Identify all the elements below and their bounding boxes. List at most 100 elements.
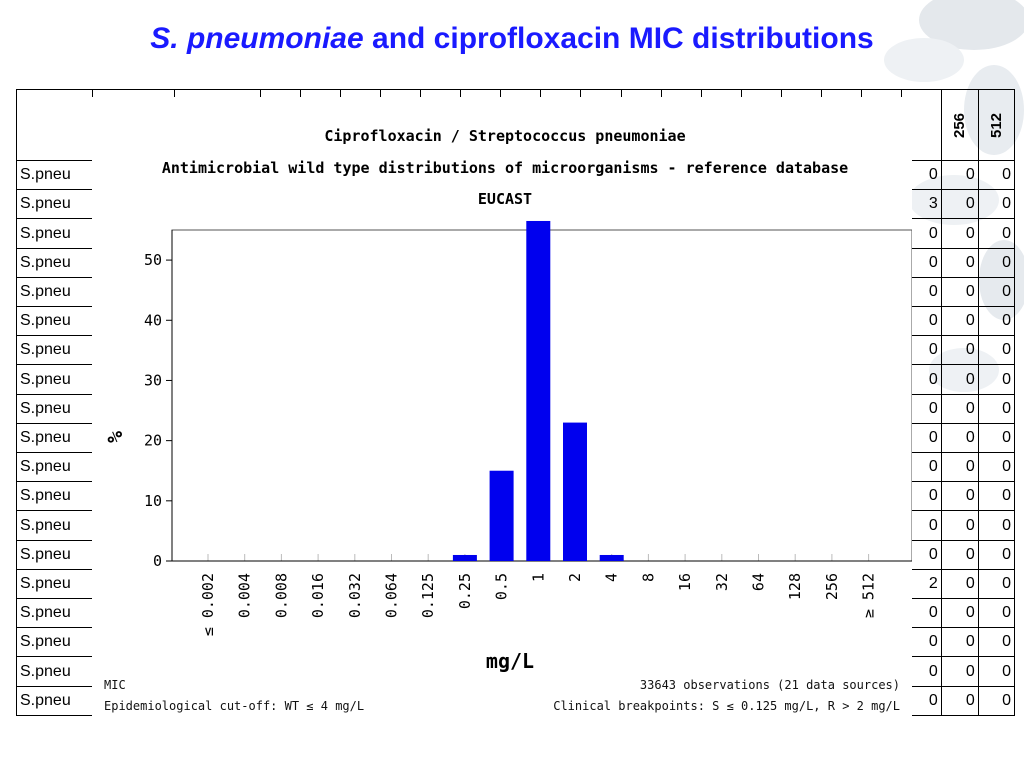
row-label-cell: S.pneu [15, 481, 94, 512]
slide-title-organism: S. pneumoniae [150, 22, 364, 55]
table-header-text: 512 [987, 112, 1005, 138]
table-cell: 0 [977, 393, 1016, 424]
footer-ecoff: Epidemiological cut-off: WT ≤ 4 mg/L [104, 699, 364, 713]
table-header-cell-empty [15, 89, 94, 161]
row-label-cell: S.pneu [15, 656, 94, 687]
table-cell: 0 [940, 598, 979, 629]
x-tick-label: 0.016 [309, 573, 327, 618]
y-tick-label: 40 [144, 311, 162, 329]
slide-title-rest: and ciprofloxacin MIC distributions [363, 22, 874, 55]
row-label-cell: S.pneu [15, 568, 94, 600]
table-cell: 0 [977, 422, 1016, 454]
row-label-cell: S.pneu [15, 335, 94, 366]
x-tick-label: 2 [566, 573, 584, 582]
bar-4 [599, 554, 624, 561]
table-cell: 0 [940, 627, 979, 658]
table-cell: 0 [977, 568, 1016, 600]
x-tick-label: 256 [823, 573, 841, 600]
table-cell: 0 [940, 189, 979, 220]
x-axis: ≤ 0.002 0.004 0.008 0.016 0.032 0.064 0.125 0.2… [172, 554, 912, 636]
x-tick-label: 32 [713, 573, 731, 591]
row-label-cell: S.pneu [15, 276, 94, 308]
x-tick-label: 4 [603, 573, 621, 582]
table-cell: 0 [977, 218, 1016, 249]
table-cell: 0 [977, 598, 1016, 629]
x-tick-label: 0.25 [456, 573, 474, 609]
table-cell: 0 [940, 364, 979, 395]
row-label-cell: S.pneu [15, 685, 94, 717]
row-label-cell: S.pneu [15, 539, 94, 570]
table-cell: 0 [977, 247, 1016, 278]
row-label-cell: S.pneu [15, 393, 94, 424]
table-cell: 0 [977, 364, 1016, 395]
table-cell: 0 [977, 189, 1016, 220]
y-tick-label: 30 [144, 371, 162, 389]
x-tick-label: 0.008 [272, 573, 290, 618]
x-tick-label: 16 [676, 573, 694, 591]
mic-distribution-chart: Ciprofloxacin / Streptococcus pneumoniae… [92, 97, 912, 719]
table-cell: 0 [977, 685, 1016, 717]
table-cell: 0 [940, 393, 979, 424]
row-label-cell: S.pneu [15, 247, 94, 278]
table-cell: 0 [940, 452, 979, 483]
y-tick-label: 10 [144, 492, 162, 510]
row-label-cell: S.pneu [15, 189, 94, 220]
x-tick-label: 8 [639, 573, 657, 582]
table-header-cell: 256 [940, 89, 979, 161]
row-label-cell: S.pneu [15, 306, 94, 337]
table-cell: 0 [977, 481, 1016, 512]
x-tick-label: 0.5 [493, 573, 511, 600]
row-label-cell: S.pneu [15, 627, 94, 658]
footer-observations: 33643 observations (21 data sources) [640, 678, 900, 692]
x-tick-label: 0.125 [419, 573, 437, 618]
table-cell: 0 [940, 335, 979, 366]
x-tick-label: 0.004 [236, 573, 254, 618]
y-tick-label: 0 [153, 552, 162, 570]
table-cell: 0 [977, 306, 1016, 337]
row-label-cell: S.pneu [15, 598, 94, 629]
x-tick-label: 128 [786, 573, 804, 600]
table-cell: 0 [977, 510, 1016, 541]
chart-source: EUCAST [478, 190, 532, 208]
footer-breakpoints: Clinical breakpoints: S ≤ 0.125 mg/L, R … [553, 699, 900, 713]
table-cell: 0 [977, 159, 1016, 191]
bar-0.5 [489, 470, 514, 561]
table-header-text: 256 [951, 112, 969, 138]
table-cell: 0 [940, 481, 979, 512]
x-tick-label: ≥ 512 [860, 573, 878, 618]
table-cell: 0 [977, 627, 1016, 658]
row-label-cell: S.pneu [15, 159, 94, 191]
footer-mic: MIC [104, 678, 126, 692]
table-cell: 0 [977, 276, 1016, 308]
table-cell: 0 [940, 247, 979, 278]
row-label-cell: S.pneu [15, 452, 94, 483]
table-cell: 0 [940, 159, 979, 191]
chart-subtitle: Antimicrobial wild type distributions of… [162, 159, 848, 177]
table-cell: 0 [977, 656, 1016, 687]
x-axis-label: mg/L [486, 649, 534, 673]
x-tick-label: 1 [529, 573, 547, 582]
table-cell: 0 [977, 539, 1016, 570]
bar-series [452, 220, 624, 561]
table-cell: 0 [977, 335, 1016, 366]
row-label-cell: S.pneu [15, 218, 94, 249]
row-label-cell: S.pneu [15, 510, 94, 541]
table-header-cell: 512 [977, 89, 1016, 161]
x-tick-label: 64 [750, 573, 768, 591]
bar-1 [526, 220, 551, 561]
slide-title: S. pneumoniae and ciprofloxacin MIC dist… [0, 22, 1024, 56]
x-tick-label: 0.032 [346, 573, 364, 618]
y-tick-label: 20 [144, 432, 162, 450]
table-cell: 0 [940, 510, 979, 541]
table-cell: 0 [940, 276, 979, 308]
y-axis-label: % [103, 431, 127, 443]
table-cell: 0 [940, 568, 979, 600]
bar-2 [563, 422, 587, 561]
bar-0.25 [452, 554, 477, 561]
table-cell: 0 [940, 422, 979, 454]
table-cell: 0 [977, 452, 1016, 483]
chart-title: Ciprofloxacin / Streptococcus pneumoniae [324, 127, 685, 145]
row-label-cell: S.pneu [15, 364, 94, 395]
x-tick-label: ≤ 0.002 [199, 573, 217, 636]
table-cell: 0 [940, 656, 979, 687]
